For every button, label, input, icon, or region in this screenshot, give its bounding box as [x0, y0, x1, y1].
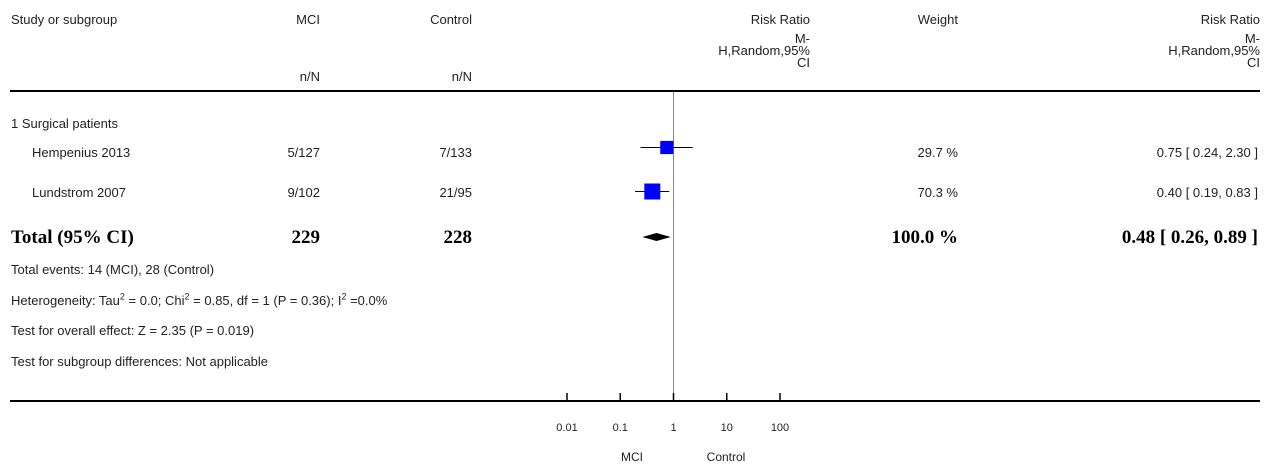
- header-study: Study or subgroup: [11, 12, 118, 27]
- footnote-subgroup-diff: Test for subgroup differences: Not appli…: [11, 354, 269, 369]
- footnote-heterogeneity: Heterogeneity: Tau2 = 0.0; Chi2 = 0.85, …: [11, 291, 388, 308]
- header-rule: [10, 90, 1260, 92]
- header-rr-method-3: CI: [797, 55, 810, 70]
- header-rr2-method-3: CI: [1247, 55, 1260, 70]
- study-name: Hempenius 2013: [32, 145, 131, 160]
- subgroup-title: 1 Surgical patients: [11, 116, 118, 131]
- header-rr-title: Risk Ratio: [750, 12, 810, 27]
- study-name: Lundstrom 2007: [32, 185, 126, 200]
- study-ci: 0.40 [ 0.19, 0.83 ]: [1156, 185, 1258, 200]
- study-point-estimate: [660, 140, 674, 155]
- header-rr2-method-1: M-: [1244, 31, 1260, 46]
- header-weight: Weight: [917, 12, 958, 27]
- axis-tick-label: 0.01: [556, 422, 577, 434]
- total-weight: 100.0 %: [891, 227, 959, 248]
- favours-right-label: Control: [706, 450, 746, 464]
- header-group2: Control: [430, 12, 472, 27]
- footnote-overall-effect: Test for overall effect: Z = 2.35 (P = 0…: [11, 323, 255, 338]
- footer-rule: [10, 400, 1260, 402]
- study-weight: 70.3 %: [917, 185, 958, 200]
- header-group2-sub: n/N: [451, 69, 472, 84]
- study-events-group1: 9/102: [287, 185, 320, 200]
- axis-tick-label: 1: [670, 422, 676, 434]
- study-weight: 29.7 %: [917, 145, 958, 160]
- study-events-group1: 5/127: [287, 145, 320, 160]
- study-ci: 0.75 [ 0.24, 2.30 ]: [1156, 145, 1258, 160]
- total-label: Total (95% CI): [11, 227, 134, 248]
- footnote-events: Total events: 14 (MCI), 28 (Control): [11, 262, 215, 277]
- axis-tick-label: 10: [721, 422, 733, 434]
- header-rr-method-1: M-: [794, 31, 810, 46]
- study-events-group2: 21/95: [439, 185, 472, 200]
- header-group1-sub: n/N: [299, 69, 320, 84]
- header-rr2-method-2: H,Random,95%: [1168, 43, 1260, 58]
- study-point-estimate: [644, 183, 661, 200]
- axis-tick-label: 100: [771, 422, 789, 434]
- header-rr2-title: Risk Ratio: [1200, 12, 1260, 27]
- header-group1: MCI: [296, 12, 320, 27]
- axis-tick-label: 0.1: [613, 422, 628, 434]
- favours-left-label: MCI: [621, 450, 643, 464]
- total-n-group1: 229: [291, 227, 321, 248]
- pooled-diamond: [642, 233, 671, 241]
- study-events-group2: 7/133: [439, 145, 472, 160]
- total-ci: 0.48 [ 0.26, 0.89 ]: [1121, 227, 1258, 248]
- header-rr-method-2: H,Random,95%: [718, 43, 810, 58]
- total-n-group2: 228: [443, 227, 473, 248]
